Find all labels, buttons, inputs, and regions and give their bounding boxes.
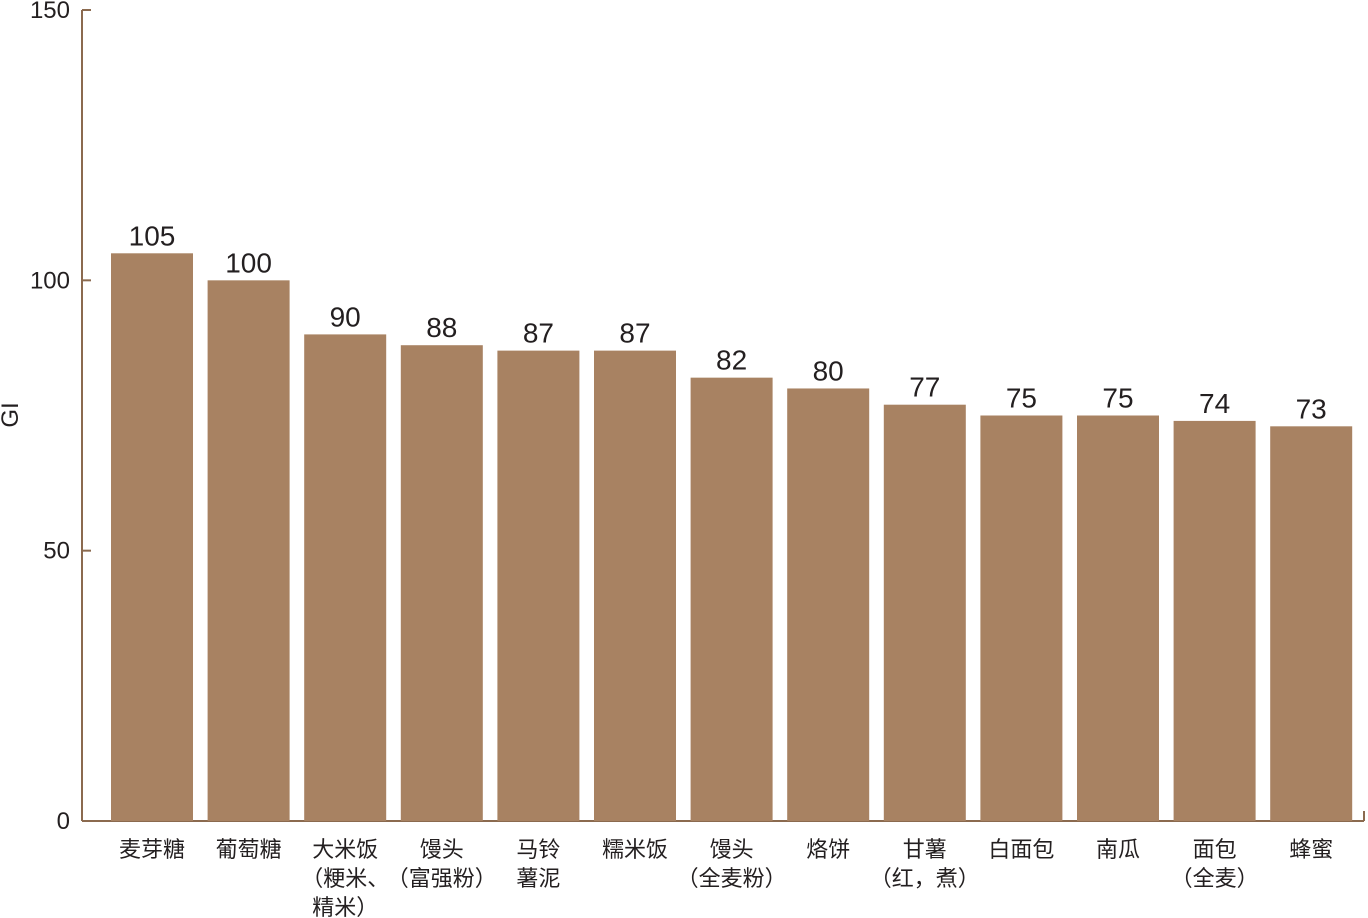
x-tick-label: （粳米、 xyxy=(301,867,389,892)
y-tick-label: 150 xyxy=(30,0,70,24)
x-tick-label: 甘薯 xyxy=(903,838,947,863)
bar-value-label: 80 xyxy=(813,355,844,386)
bar-value-label: 100 xyxy=(225,247,272,278)
x-tick-label: （全麦粉） xyxy=(677,867,787,892)
y-tick-label: 0 xyxy=(57,808,70,835)
bars-group xyxy=(111,253,1353,822)
x-tick-label: 糯米饭 xyxy=(602,838,668,863)
bar-value-label: 75 xyxy=(1102,383,1133,414)
x-tick-label: 南瓜 xyxy=(1096,838,1140,863)
x-tick-label: （红，煮） xyxy=(870,867,980,892)
x-tick-label: 面包 xyxy=(1193,838,1237,863)
y-axis: 0 50 100 150 xyxy=(30,0,91,835)
bar-value-label: 87 xyxy=(619,318,650,349)
x-tick-label: （全麦） xyxy=(1171,867,1259,892)
bar xyxy=(690,377,773,821)
bar xyxy=(304,334,387,821)
bar xyxy=(207,280,290,821)
x-tick-label: 馒头 xyxy=(710,838,754,863)
x-tick-label: 白面包 xyxy=(988,838,1054,863)
bar-value-label: 75 xyxy=(1006,383,1037,414)
x-tick-label: 蜂蜜 xyxy=(1289,838,1333,863)
bar xyxy=(1077,415,1159,821)
x-tick-label: 精米） xyxy=(312,896,378,918)
x-tick-label: 葡萄糖 xyxy=(216,838,282,863)
bar xyxy=(883,404,966,821)
bar-value-label: 90 xyxy=(330,301,361,332)
bar-value-label: 74 xyxy=(1199,388,1230,419)
bar xyxy=(787,388,870,821)
bar-value-label: 87 xyxy=(523,318,554,349)
value-labels-group: 105 100 90 88 87 87 82 80 77 75 75 74 73 xyxy=(129,220,1327,424)
y-tick-label: 100 xyxy=(30,267,70,294)
x-tick-label: 烙饼 xyxy=(806,838,850,863)
x-tick-label: 马铃 xyxy=(516,838,560,863)
x-tick-label: （富强粉） xyxy=(387,867,497,892)
y-axis-title: GI xyxy=(0,402,24,427)
x-tick-label: 大米饭 xyxy=(312,838,378,863)
bar xyxy=(111,253,193,822)
bar-value-label: 105 xyxy=(129,220,176,251)
x-tick-label: 馒头 xyxy=(420,838,464,863)
bar-value-label: 88 xyxy=(426,312,457,343)
bar xyxy=(400,345,483,821)
y-tick-label: 50 xyxy=(43,538,70,565)
bar xyxy=(980,415,1063,821)
bar xyxy=(1270,426,1353,821)
x-tick-label: 麦芽糖 xyxy=(119,838,185,863)
bar xyxy=(594,350,676,821)
x-tick-label: 薯泥 xyxy=(516,867,560,892)
bar xyxy=(1173,420,1256,821)
bar-value-label: 82 xyxy=(716,345,747,376)
bar-value-label: 77 xyxy=(909,372,940,403)
bar-value-label: 73 xyxy=(1296,393,1327,424)
bar xyxy=(497,350,580,821)
